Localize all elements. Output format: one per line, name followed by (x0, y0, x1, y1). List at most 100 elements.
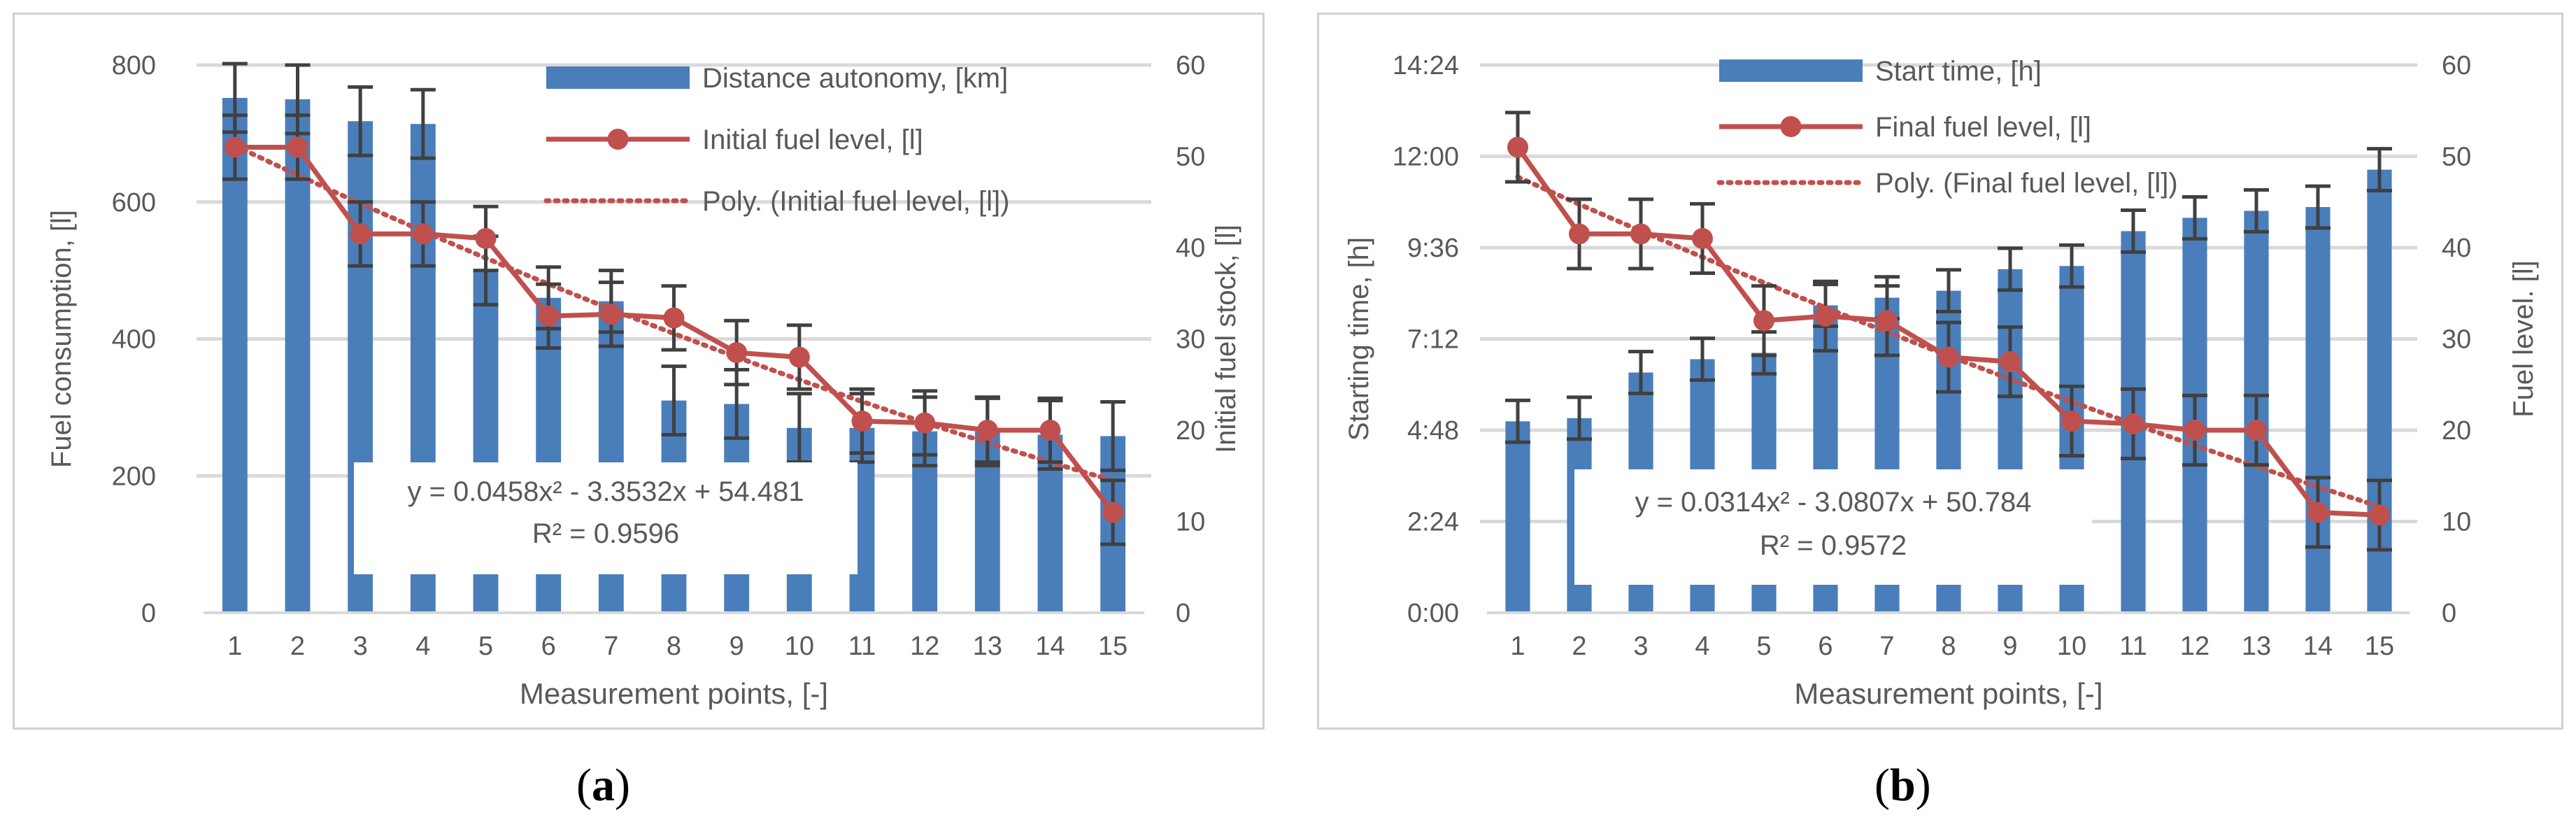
legend-bar-swatch (546, 66, 690, 89)
y-right-axis-title: Fuel level. [l] (2508, 260, 2539, 418)
bar-error-2 (1567, 395, 1592, 441)
line-point-9 (2000, 351, 2021, 373)
line-point-11 (851, 410, 873, 432)
x-tick-label: 3 (353, 632, 368, 661)
y-tick-label: 14:24 (1393, 51, 1459, 80)
y-right-tick-label: 10 (1176, 508, 1205, 537)
trend-equation: y = 0.0458x² - 3.3532x + 54.481 (407, 476, 804, 507)
x-tick-label: 13 (973, 632, 1002, 661)
bar-error-1 (1505, 398, 1530, 444)
bar-error-4 (410, 87, 436, 160)
line-point-15 (2369, 504, 2390, 526)
legend-line-label: Final fuel level, [l] (1875, 112, 2091, 143)
bar-error-3 (348, 85, 373, 157)
y-tick-label: 7:12 (1407, 325, 1459, 355)
x-tick-label: 2 (290, 632, 305, 661)
caption-b-letter: b (1889, 760, 1916, 811)
y-axis-title: Fuel consumption, [l] (46, 210, 77, 468)
x-tick-label: 14 (1035, 632, 1065, 661)
y-right-tick-label: 50 (1176, 143, 1205, 172)
y-tick-label: 9:36 (1407, 234, 1459, 263)
chart-panel-b: y = 0.0314x² - 3.0807x + 50.784 R² = 0.95… (1317, 13, 2563, 730)
x-tick-label: 5 (1756, 632, 1771, 661)
line-point-5 (1753, 310, 1774, 332)
y-right-tick-label: 40 (2442, 234, 2471, 263)
bar-error-13 (2244, 188, 2269, 234)
bar-error-10 (786, 392, 812, 464)
line-point-6 (538, 305, 560, 327)
caption-b: (b) (1874, 760, 1931, 811)
y-axis-title: Starting time, [h] (1344, 237, 1374, 441)
x-tick-label: 9 (2002, 632, 2017, 661)
bar-1 (222, 97, 248, 613)
y-right-tick-label: 30 (1176, 325, 1205, 355)
x-axis-title: Measurement points, [-] (1794, 677, 2102, 710)
x-axis-title: Measurement points, [-] (520, 677, 828, 710)
legend: Start time, [h] Final fuel level, [l] Poly… (1716, 56, 2178, 199)
chart-b-svg: y = 0.0314x² - 3.0807x + 50.784 R² = 0.95… (1344, 51, 2539, 710)
line-point-4 (1692, 227, 1713, 249)
x-tick-label: 1 (227, 632, 242, 661)
x-tick-label: 4 (415, 632, 430, 661)
y-tick-label: 12:00 (1393, 143, 1459, 172)
line-point-12 (2184, 420, 2205, 441)
line-point-15 (1102, 502, 1124, 523)
y-right-tick-label: 0 (1176, 599, 1190, 628)
bar-error-10 (2059, 243, 2084, 289)
y-tick-label: 0:00 (1407, 599, 1459, 628)
x-tick-label: 7 (604, 632, 618, 661)
line-point-4 (412, 223, 434, 245)
bar-error-15 (1100, 400, 1126, 472)
y-right-tick-label: 50 (2442, 143, 2471, 172)
line-point-6 (1815, 305, 1836, 327)
y-right-tick-label: 10 (2442, 508, 2471, 537)
line-point-3 (350, 223, 371, 245)
x-tick-label: 6 (541, 632, 556, 661)
x-tick-label: 11 (2119, 632, 2147, 661)
line-point-8 (1938, 346, 1959, 368)
legend-trend-label: Poly. (Initial fuel level, [l]) (702, 186, 1009, 217)
x-tick-label: 9 (730, 632, 744, 661)
y-right-tick-label: 60 (1176, 51, 1205, 80)
x-tick-label: 2 (1572, 632, 1586, 661)
legend-line-marker (607, 129, 629, 150)
y-right-tick-label: 20 (2442, 416, 2471, 446)
caption-a: (a) (576, 760, 630, 811)
x-tick-label: 6 (1818, 632, 1833, 661)
y-tick-label: 600 (112, 188, 156, 218)
x-tick-label: 14 (2303, 632, 2333, 661)
line-point-10 (2061, 410, 2082, 432)
legend-bar-label: Distance autonomy, [km] (702, 63, 1008, 94)
chart-a-svg: y = 0.0458x² - 3.3532x + 54.481 R² = 0.95… (46, 51, 1241, 710)
x-tick-label: 1 (1510, 632, 1525, 661)
x-tick-label: 4 (1695, 632, 1709, 661)
legend: Distance autonomy, [km] Initial fuel leve… (543, 63, 1009, 217)
line-point-14 (2307, 502, 2328, 523)
legend-trend-label: Poly. (Final fuel level, [l]) (1875, 168, 2178, 199)
x-tick-label: 8 (667, 632, 681, 661)
y-right-tick-label: 30 (2442, 325, 2471, 355)
x-tick-label: 11 (848, 632, 876, 661)
trend-r2: R² = 0.9596 (532, 518, 679, 549)
bar-error-11 (2121, 208, 2146, 254)
y-tick-label: 2:24 (1407, 508, 1459, 537)
x-tick-label: 13 (2242, 632, 2271, 661)
y-tick-label: 400 (112, 325, 156, 355)
line-point-9 (726, 342, 748, 364)
line-point-3 (1630, 223, 1651, 245)
bar-error-12 (2182, 195, 2207, 241)
x-tick-label: 7 (1879, 632, 1894, 661)
y-right-tick-label: 60 (2442, 51, 2471, 80)
y-right-tick-label: 0 (2442, 599, 2456, 628)
bar-error-8 (1936, 268, 1961, 314)
x-tick-label: 12 (910, 632, 939, 661)
line-point-11 (2123, 413, 2144, 434)
caption-a-letter: a (591, 760, 615, 811)
line-point-5 (475, 227, 497, 249)
line-point-12 (914, 412, 936, 434)
bar-error-15 (2367, 147, 2392, 192)
line-point-8 (663, 307, 685, 329)
x-tick-label: 8 (1941, 632, 1956, 661)
bar-error-8 (661, 364, 687, 437)
y-tick-label: 0 (141, 599, 156, 628)
